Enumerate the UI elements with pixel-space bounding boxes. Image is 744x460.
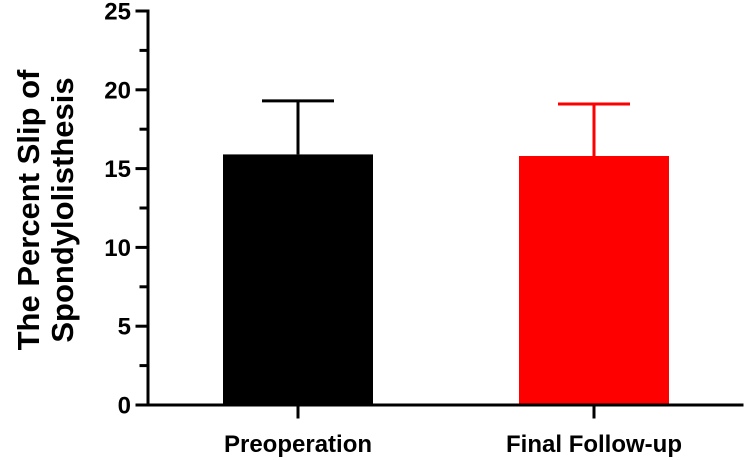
bar-2 bbox=[519, 155, 669, 405]
error-bars-group bbox=[262, 99, 630, 156]
y-tick-label-0: 0 bbox=[118, 393, 131, 420]
bar-1 bbox=[223, 154, 373, 405]
y-tick-label-25: 25 bbox=[104, 0, 131, 26]
y-tick-label-10: 10 bbox=[104, 235, 131, 262]
y-axis-label-line-1: The Percent Slip of bbox=[11, 69, 46, 350]
bars-group bbox=[223, 154, 669, 405]
x-axis: Preoperation Final Follow-up bbox=[146, 403, 744, 458]
x-tick-label-2: Final Follow-up bbox=[506, 431, 682, 458]
y-axis: 0 5 10 15 20 25 bbox=[104, 0, 150, 420]
y-tick-label-5: 5 bbox=[118, 314, 131, 341]
y-tick-label-15: 15 bbox=[104, 156, 131, 183]
y-axis-label-line-2: Spondylolisthesis bbox=[45, 77, 80, 342]
y-axis-label: The Percent Slip of Spondylolisthesis bbox=[11, 69, 80, 350]
x-tick-label-1: Preoperation bbox=[224, 431, 372, 458]
y-tick-label-20: 20 bbox=[104, 77, 131, 104]
